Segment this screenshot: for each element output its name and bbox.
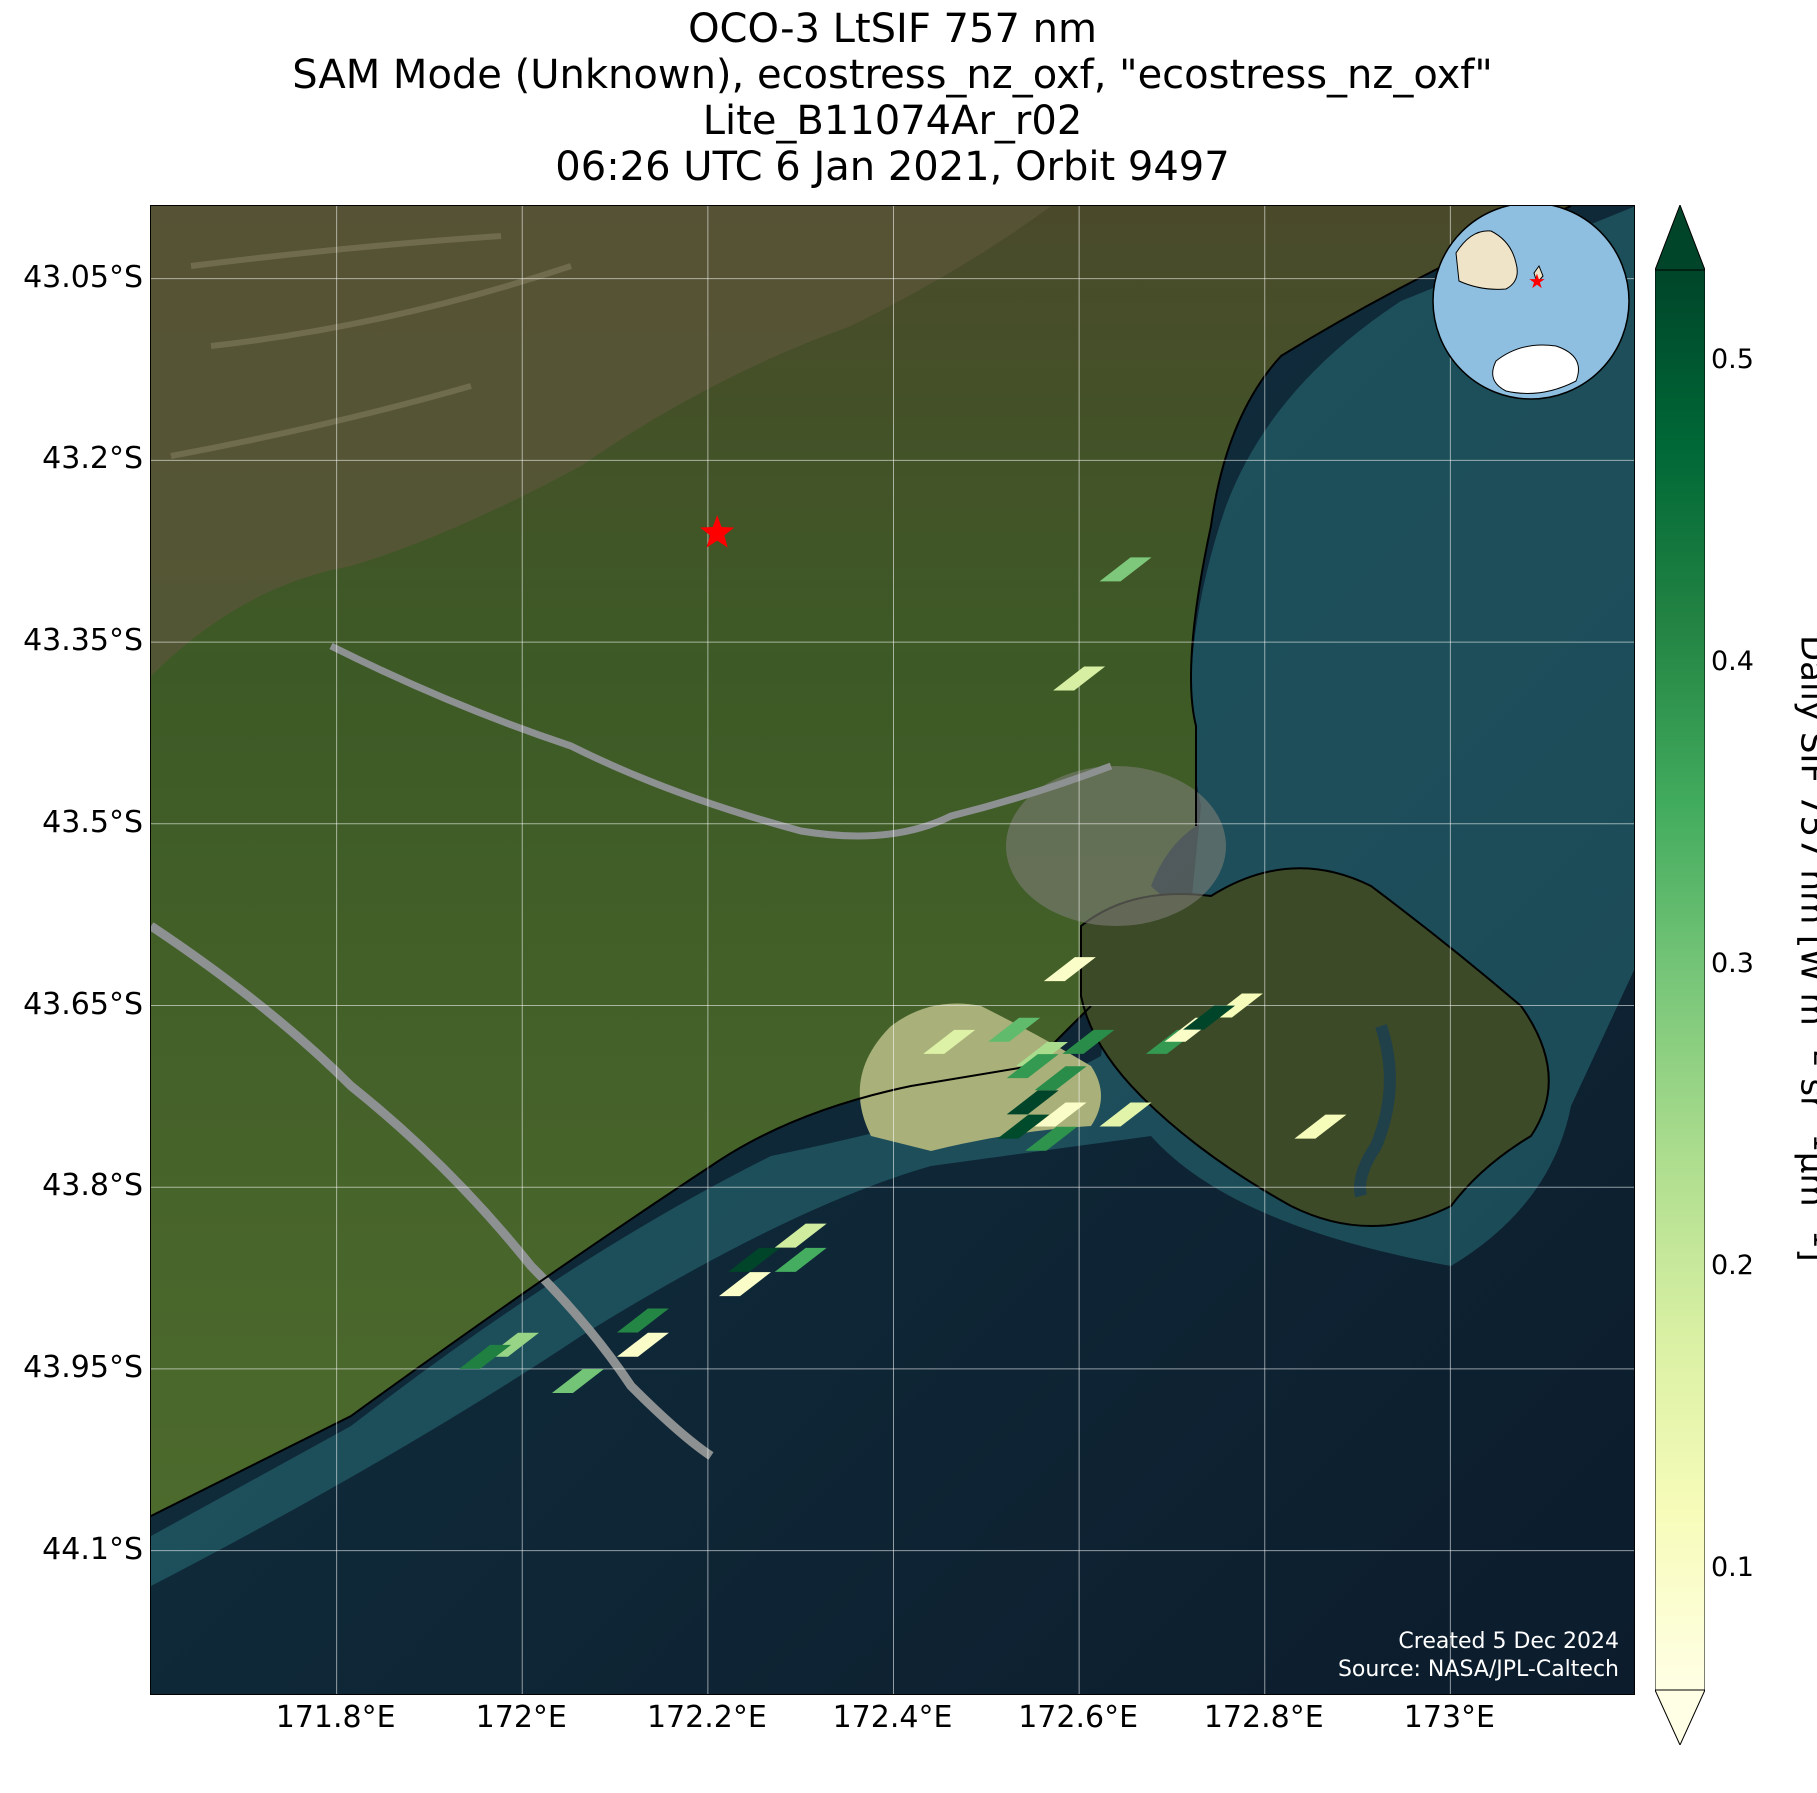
lat-tick-label: 43.8°S (42, 1168, 143, 1204)
coastal-water (151, 206, 1634, 1586)
sif-footprint[interactable] (1183, 1005, 1236, 1030)
credits: Created 5 Dec 2024 Source: NASA/JPL-Calt… (1338, 1628, 1619, 1684)
lon-tick-label: 172.6°E (1018, 1700, 1139, 1735)
map-panel[interactable]: ★ Created 5 Dec 2024 Source: NASA/JPL-Ca… (150, 205, 1635, 1695)
inset-globe: ★ (1432, 206, 1630, 400)
colorbar-label: Daily SIF 757 nm [W m−2 sr−1μm−1] (1792, 635, 1817, 1262)
title-line-1: OCO-3 LtSIF 757 nm (688, 6, 1097, 52)
sif-footprint[interactable] (1099, 557, 1152, 582)
colorbar-tick-label: 0.1 (1711, 1552, 1754, 1584)
target-star-shape (700, 515, 735, 548)
plot-title: OCO-3 LtSIF 757 nm SAM Mode (Unknown), e… (150, 6, 1635, 190)
colorbar-tick-label: 0.3 (1711, 947, 1754, 979)
christchurch-urban (1006, 766, 1226, 926)
sif-footprint[interactable] (988, 1017, 1041, 1042)
sif-footprint[interactable] (1006, 1054, 1059, 1079)
lon-tick-label: 173°E (1403, 1700, 1495, 1735)
sif-footprint[interactable] (1043, 957, 1096, 982)
globe-location-marker: ★ (1528, 269, 1546, 293)
title-line-4: 06:26 UTC 6 Jan 2021, Orbit 9497 (555, 144, 1230, 190)
lon-tick-label: 172°E (475, 1700, 567, 1735)
title-line-2: SAM Mode (Unknown), ecostress_nz_oxf, "e… (292, 52, 1493, 98)
sif-footprint[interactable] (1099, 1102, 1152, 1127)
sif-footprints (459, 557, 1347, 1394)
mainland (151, 206, 1571, 1516)
lon-tick-label: 172.4°E (832, 1700, 953, 1735)
sif-footprint[interactable] (1025, 1126, 1078, 1151)
sif-footprint[interactable] (774, 1247, 827, 1272)
globe-antarctica (1492, 344, 1579, 394)
colorbar-tick-label: 0.5 (1711, 343, 1754, 375)
lat-tick-label: 43.65°S (23, 986, 143, 1022)
sif-footprint[interactable] (1062, 1029, 1115, 1054)
colorbar (1655, 205, 1705, 1745)
sif-footprint[interactable] (1294, 1114, 1347, 1139)
waimakariri-river (329, 642, 1113, 840)
sif-footprint[interactable] (728, 1247, 781, 1272)
colorbar-tick-label: 0.4 (1711, 645, 1754, 677)
lat-tick-label: 44.1°S (42, 1531, 143, 1567)
created-date: Created 5 Dec 2024 (1398, 1629, 1619, 1654)
sif-footprint[interactable] (1034, 1102, 1087, 1127)
red-star-icon (700, 515, 735, 548)
map-canvas: ★ (151, 206, 1634, 1694)
lat-tick-label: 43.2°S (42, 441, 143, 477)
globe-new-zealand (1533, 264, 1544, 285)
lon-tick-label: 171.8°E (275, 1700, 396, 1735)
lat-tick-label: 43.95°S (23, 1349, 143, 1385)
lat-tick-label: 43.5°S (42, 804, 143, 840)
sif-footprint[interactable] (923, 1029, 976, 1054)
lat-tick-label: 43.35°S (23, 623, 143, 659)
lake-ellesmere (859, 1003, 1101, 1151)
colorbar-gradient (1655, 269, 1705, 1691)
colorbar-min-extend (1655, 1689, 1705, 1745)
rakaia-river (151, 922, 714, 1460)
sif-footprint[interactable] (616, 1332, 669, 1357)
sif-footprint[interactable] (551, 1369, 604, 1394)
gridlines (151, 206, 1634, 1694)
sif-footprint[interactable] (459, 1344, 512, 1369)
globe-australia (1455, 230, 1518, 290)
sif-footprint[interactable] (616, 1308, 669, 1333)
sif-footprint[interactable] (997, 1114, 1050, 1139)
sif-footprint[interactable] (1016, 1041, 1068, 1066)
title-line-3: Lite_B11074Ar_r02 (702, 98, 1083, 144)
sif-footprint[interactable] (1034, 1066, 1087, 1091)
lat-tick-label: 43.05°S (23, 259, 143, 295)
sif-footprint[interactable] (1006, 1090, 1059, 1115)
lon-tick-label: 172.8°E (1203, 1700, 1324, 1735)
akaroa-harbour (1354, 1024, 1396, 1198)
sif-footprint[interactable] (719, 1272, 771, 1297)
sif-footprint[interactable] (1053, 666, 1106, 691)
lon-tick-label: 172.2°E (646, 1700, 767, 1735)
colorbar-max-extend (1655, 205, 1705, 271)
mountain-range (151, 206, 1051, 676)
sif-footprint[interactable] (774, 1223, 827, 1248)
banks-peninsula (1080, 867, 1550, 1227)
colorbar-tick-label: 0.2 (1711, 1250, 1754, 1282)
source-credit: Source: NASA/JPL-Caltech (1337, 1657, 1619, 1682)
